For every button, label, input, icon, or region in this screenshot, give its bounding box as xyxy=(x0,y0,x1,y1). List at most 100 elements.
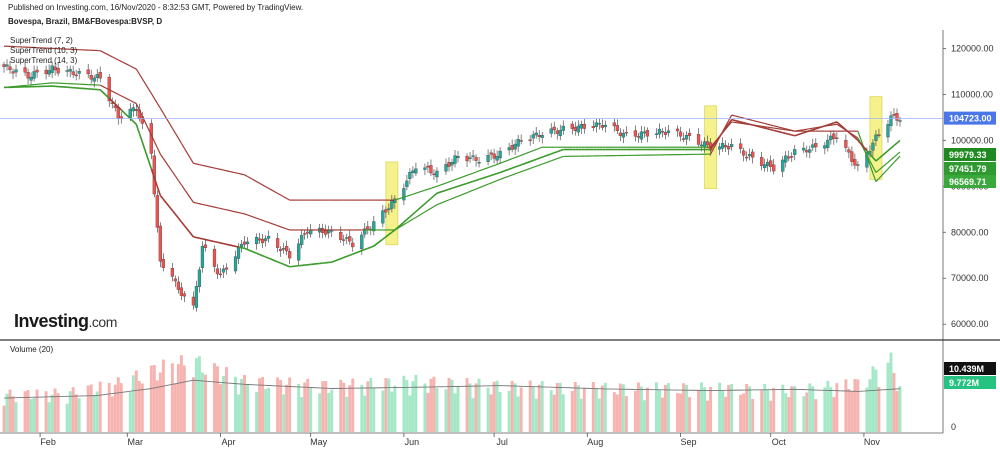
candle-body xyxy=(814,143,818,148)
candle-body xyxy=(808,149,812,153)
supertrend-10-3-segment xyxy=(120,95,131,102)
supertrend-10-3-segment xyxy=(138,109,143,117)
volume-bar xyxy=(633,390,637,432)
candle-body xyxy=(161,259,165,268)
candle-body xyxy=(203,244,208,248)
supertrend-10-3-segment xyxy=(238,211,242,214)
candle-body xyxy=(802,147,806,151)
supertrend-7-2-segment xyxy=(809,129,814,132)
volume-bar xyxy=(86,385,90,432)
candle-body xyxy=(194,286,199,308)
supertrend-7-2-segment xyxy=(496,171,501,175)
volume-bar xyxy=(128,392,132,432)
supertrend-7-2-segment xyxy=(520,160,531,166)
supertrend-7-2-segment xyxy=(391,229,396,233)
legend-supertrend-14-3: SuperTrend (14, 3) xyxy=(10,56,78,65)
candle-body xyxy=(594,122,598,127)
volume-bars xyxy=(2,352,902,432)
supertrend-7-2-segment xyxy=(79,87,89,90)
volume-bar xyxy=(74,394,78,432)
candle-body xyxy=(381,210,385,224)
candle-body xyxy=(699,144,704,147)
supertrend-14-3-segment xyxy=(872,173,877,182)
candle-body xyxy=(600,125,604,128)
supertrend-14-3-segment xyxy=(171,127,176,134)
candle-body xyxy=(372,221,376,232)
volume-bar xyxy=(110,396,114,432)
supertrend-14-3-segment xyxy=(286,197,290,201)
supertrend-10-3-segment xyxy=(785,128,789,131)
candle-body xyxy=(23,67,27,73)
x-tick-label: Jul xyxy=(496,437,508,447)
supertrend-14-3-segment xyxy=(99,50,110,56)
supertrend-7-2-segment xyxy=(718,131,724,138)
candle-body xyxy=(300,235,304,245)
candle-body xyxy=(215,268,220,275)
candle-body xyxy=(92,77,96,82)
candle-body xyxy=(450,162,454,166)
candle-body xyxy=(727,146,731,150)
volume-bar xyxy=(453,393,457,432)
supertrend-7-2-segment xyxy=(559,148,564,152)
volume-bar xyxy=(197,356,201,432)
supertrend-10-3-segment xyxy=(451,196,456,200)
supertrend-7-2-segment xyxy=(349,253,354,257)
volume-ma-tag: 10.439M xyxy=(949,364,984,374)
candle-body xyxy=(44,69,48,75)
candle-body xyxy=(874,134,878,141)
candle-body xyxy=(636,136,641,138)
supertrend-10-3-segment xyxy=(202,203,206,206)
volume-bar xyxy=(158,372,162,432)
volume-bar xyxy=(676,393,679,432)
candle-body xyxy=(170,268,174,277)
supertrend-7-2-segment xyxy=(791,134,795,137)
supertrend-7-2-segment xyxy=(415,203,426,213)
volume-bar xyxy=(591,382,595,432)
candle-body xyxy=(510,145,514,150)
supertrend-14-3-segment xyxy=(403,195,408,198)
supertrend-tag-1-bg xyxy=(944,148,996,161)
supertrend-14-3-segment xyxy=(878,168,889,179)
volume-ma-line xyxy=(3,379,901,399)
candle-body xyxy=(360,234,364,250)
supertrend-7-2-segment xyxy=(382,236,387,240)
volume-bar xyxy=(137,380,141,432)
candles xyxy=(2,59,902,312)
supertrend-7-2-segment xyxy=(370,245,375,248)
legend-supertrend-7-2: SuperTrend (7, 2) xyxy=(10,36,73,45)
candle-body xyxy=(633,130,638,137)
candle-body xyxy=(531,134,535,139)
volume-bar xyxy=(366,381,370,432)
candle-body xyxy=(663,132,668,135)
volume-bar xyxy=(534,398,538,432)
supertrend-7-2-segment xyxy=(836,121,847,131)
supertrend-10-3-segment xyxy=(205,204,215,208)
supertrend-7-2-segment xyxy=(352,249,363,255)
supertrend-14-3-segment xyxy=(866,156,871,166)
candle-body xyxy=(444,164,448,172)
supertrend-10-3-segment xyxy=(872,166,877,173)
supertrend-10-3-segment xyxy=(740,116,744,119)
candle-body xyxy=(847,149,851,153)
volume-bar xyxy=(179,355,183,432)
candle-body xyxy=(781,159,785,172)
candle-body xyxy=(570,123,574,129)
candle-body xyxy=(236,247,241,259)
volume-bar xyxy=(149,365,153,432)
volume-bar xyxy=(850,391,854,432)
y-tick-label: 80000.00 xyxy=(951,227,989,237)
supertrend-14-3-segment xyxy=(466,173,471,176)
supertrend-14-3-segment xyxy=(138,73,143,80)
supertrend-14-3-segment xyxy=(265,186,269,189)
candle-body xyxy=(423,167,427,170)
volume-bar xyxy=(709,386,713,432)
supertrend-7-2-segment xyxy=(153,177,159,187)
candle-body xyxy=(453,155,457,164)
supertrend-7-2-segment xyxy=(177,217,183,223)
supertrend-14-3-segment xyxy=(448,180,453,183)
x-tick-label: May xyxy=(310,437,328,447)
supertrend-7-2-segment xyxy=(108,97,113,102)
candle-body xyxy=(218,273,223,276)
candle-body xyxy=(98,72,102,79)
volume-bar xyxy=(173,383,177,432)
